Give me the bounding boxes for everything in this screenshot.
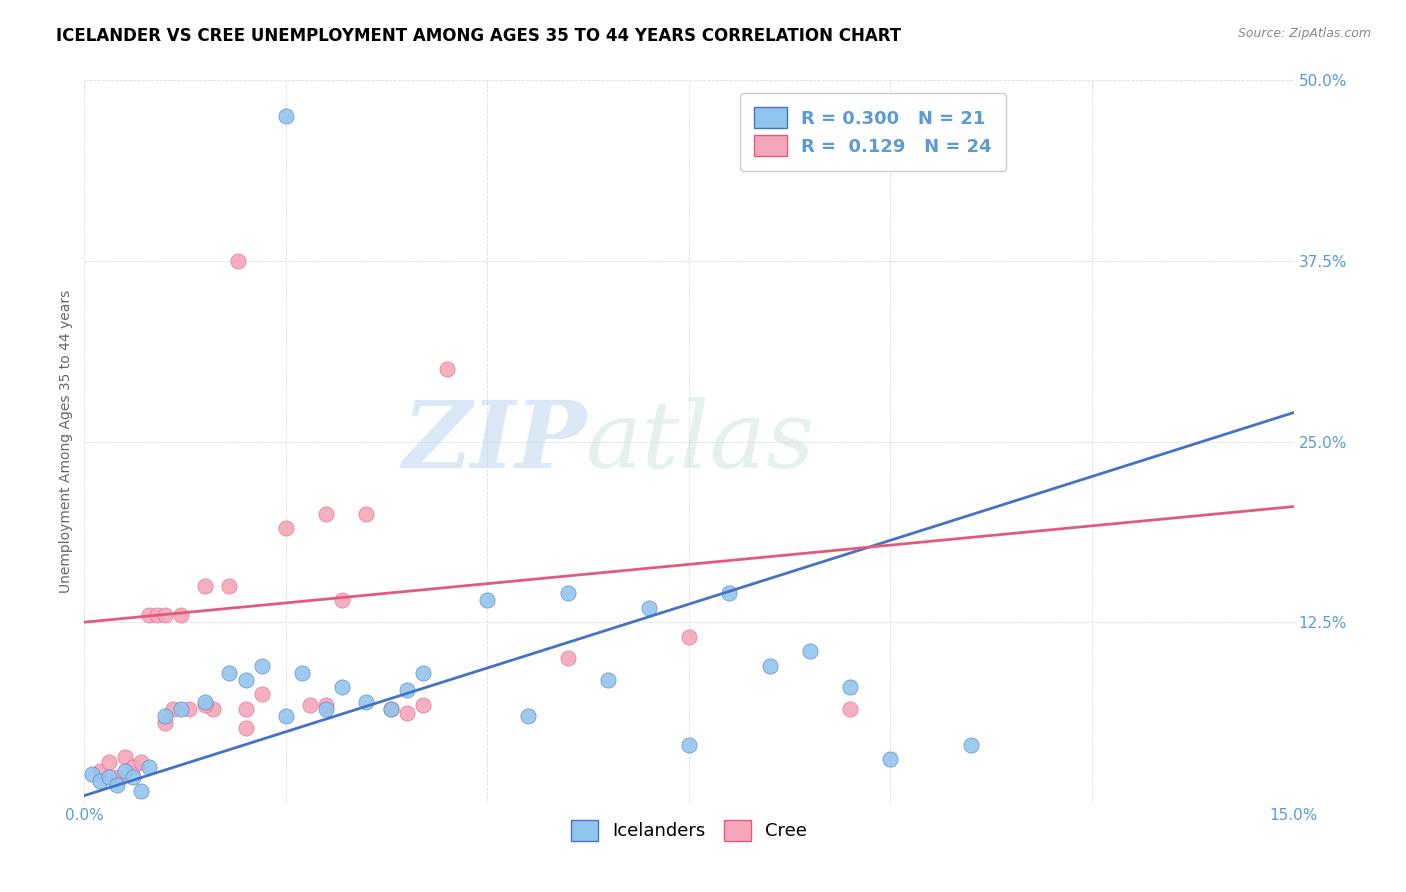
Point: [194, 698, 217, 712]
Point: [598, 673, 620, 687]
Point: [395, 683, 418, 698]
Point: [105, 779, 128, 793]
Point: [274, 521, 297, 535]
Point: [718, 586, 741, 600]
Point: [202, 702, 225, 716]
Point: [839, 702, 862, 716]
Point: [153, 716, 176, 731]
Point: [330, 593, 353, 607]
Point: [395, 706, 418, 721]
Point: [356, 507, 378, 521]
Point: [89, 764, 111, 778]
Point: [274, 110, 297, 124]
Point: [291, 665, 314, 680]
Legend: Icelanders, Cree: Icelanders, Cree: [564, 813, 814, 848]
Point: [226, 253, 249, 268]
Text: ZIP: ZIP: [402, 397, 586, 486]
Point: [557, 651, 579, 665]
Point: [557, 586, 579, 600]
Point: [839, 680, 862, 694]
Y-axis label: Unemployment Among Ages 35 to 44 years: Unemployment Among Ages 35 to 44 years: [59, 290, 73, 593]
Point: [121, 770, 143, 784]
Point: [960, 738, 983, 752]
Text: atlas: atlas: [586, 397, 815, 486]
Point: [97, 770, 120, 784]
Point: [274, 709, 297, 723]
Point: [380, 702, 402, 716]
Point: [235, 673, 257, 687]
Point: [412, 665, 434, 680]
Point: [97, 756, 120, 770]
Point: [162, 702, 184, 716]
Point: [146, 607, 169, 622]
Point: [194, 695, 217, 709]
Point: [412, 698, 434, 712]
Point: [516, 709, 538, 723]
Point: [380, 702, 402, 716]
Point: [138, 607, 160, 622]
Point: [194, 579, 217, 593]
Point: [129, 784, 152, 798]
Point: [138, 760, 160, 774]
Point: [121, 760, 143, 774]
Point: [218, 579, 240, 593]
Point: [315, 507, 337, 521]
Point: [879, 752, 901, 766]
Text: Source: ZipAtlas.com: Source: ZipAtlas.com: [1237, 27, 1371, 40]
Point: [315, 702, 337, 716]
Point: [82, 767, 104, 781]
Point: [758, 658, 780, 673]
Point: [129, 756, 152, 770]
Point: [153, 709, 176, 723]
Point: [477, 593, 499, 607]
Point: [250, 658, 273, 673]
Point: [114, 749, 136, 764]
Point: [330, 680, 353, 694]
Point: [356, 695, 378, 709]
Point: [218, 665, 240, 680]
Point: [250, 687, 273, 701]
Point: [179, 702, 201, 716]
Point: [235, 721, 257, 735]
Point: [105, 770, 128, 784]
Point: [170, 702, 193, 716]
Point: [637, 600, 659, 615]
Point: [799, 644, 821, 658]
Point: [678, 738, 700, 752]
Point: [114, 764, 136, 778]
Point: [315, 698, 337, 712]
Point: [89, 774, 111, 789]
Point: [170, 607, 193, 622]
Text: ICELANDER VS CREE UNEMPLOYMENT AMONG AGES 35 TO 44 YEARS CORRELATION CHART: ICELANDER VS CREE UNEMPLOYMENT AMONG AGE…: [56, 27, 901, 45]
Point: [153, 607, 176, 622]
Point: [436, 362, 458, 376]
Point: [678, 630, 700, 644]
Point: [235, 702, 257, 716]
Point: [299, 698, 322, 712]
